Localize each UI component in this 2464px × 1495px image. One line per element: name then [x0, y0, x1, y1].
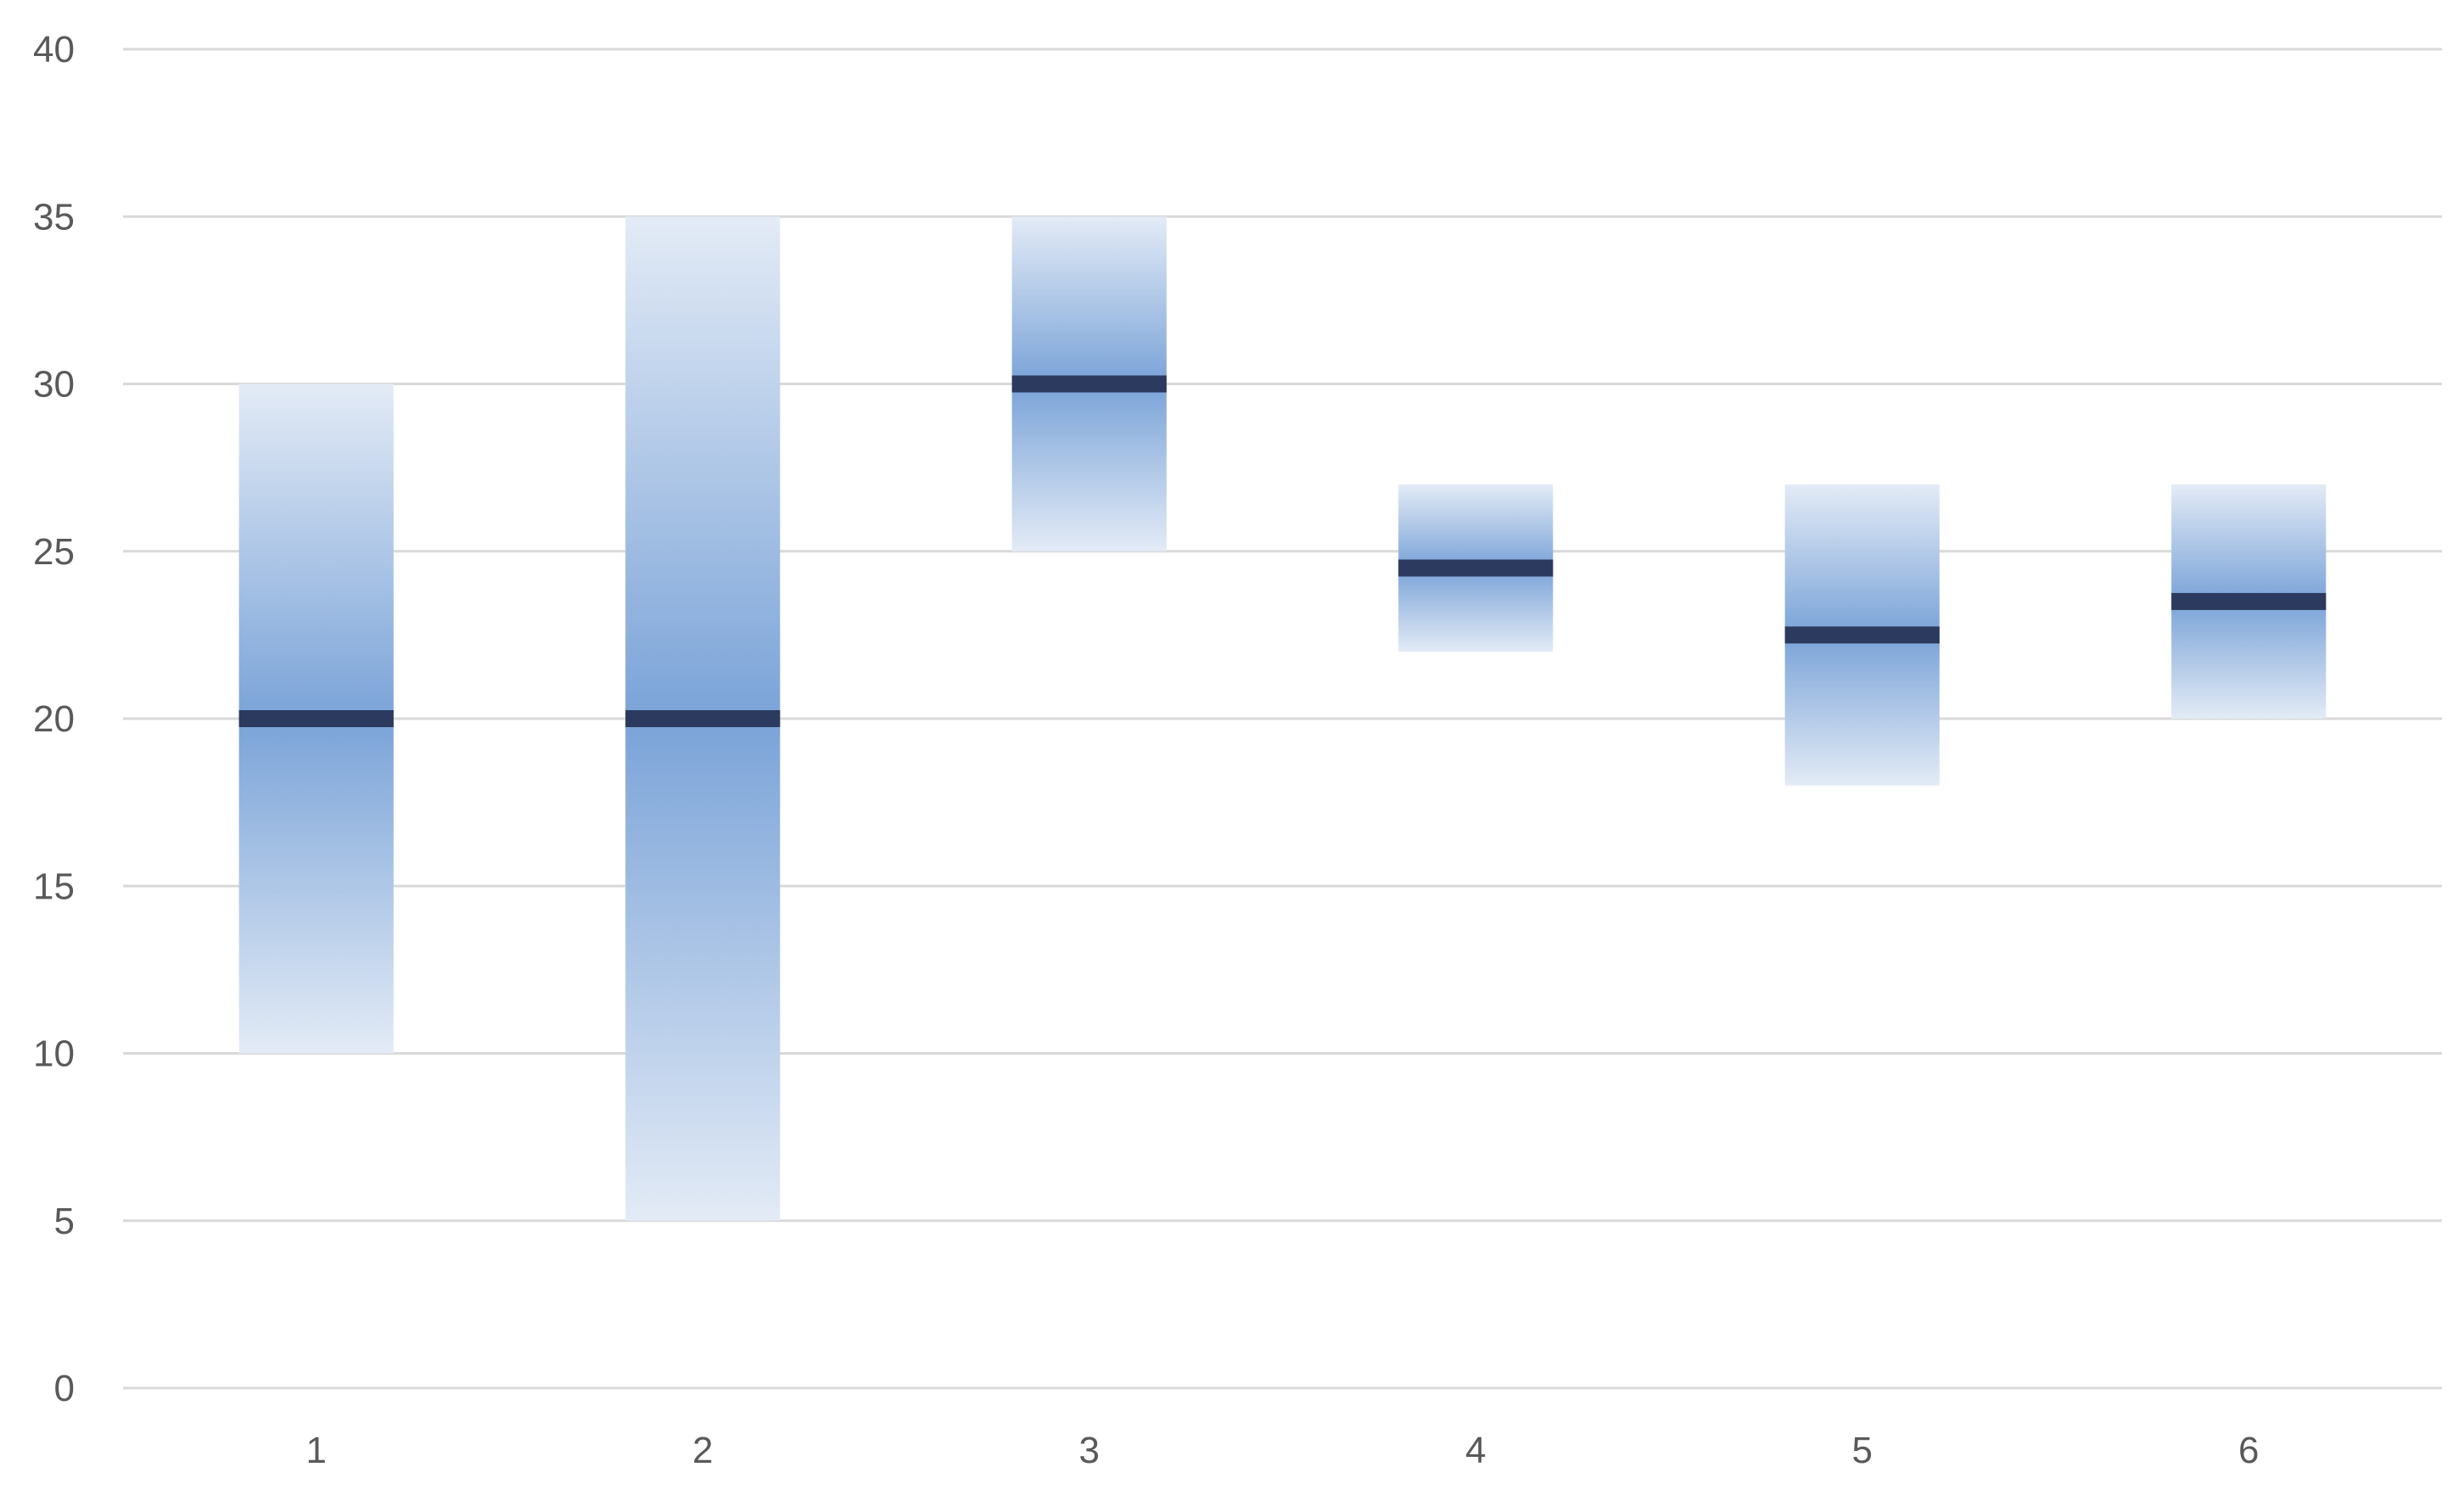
y-axis-tick-labels: 0 5 10 15 20 25 30 35 40: [33, 29, 75, 1409]
x-tick-label: 5: [1852, 1430, 1873, 1471]
x-tick-label: 4: [1465, 1430, 1486, 1471]
y-tick-label: 25: [33, 531, 75, 573]
y-tick-label: 15: [33, 865, 75, 907]
x-axis-tick-labels: 1 2 3 4 5 6: [306, 1430, 2260, 1471]
y-tick-label: 30: [33, 364, 75, 406]
marker-1: [238, 710, 394, 727]
marker-3: [1011, 375, 1167, 393]
y-tick-label: 0: [54, 1368, 75, 1409]
value-markers: [238, 375, 2327, 727]
gridlines: [123, 48, 2442, 1390]
marker-5: [1784, 626, 1940, 644]
marker-2: [625, 710, 781, 727]
x-tick-label: 1: [306, 1430, 327, 1471]
x-tick-label: 3: [1079, 1430, 1100, 1471]
x-tick-label: 2: [692, 1430, 713, 1471]
y-tick-label: 20: [33, 698, 75, 740]
y-tick-label: 35: [33, 196, 75, 238]
y-tick-label: 40: [33, 29, 75, 70]
marker-4: [1398, 559, 1554, 577]
y-tick-label: 10: [33, 1033, 75, 1075]
x-tick-label: 6: [2238, 1430, 2259, 1471]
marker-6: [2171, 592, 2327, 610]
y-tick-label: 5: [54, 1201, 75, 1242]
